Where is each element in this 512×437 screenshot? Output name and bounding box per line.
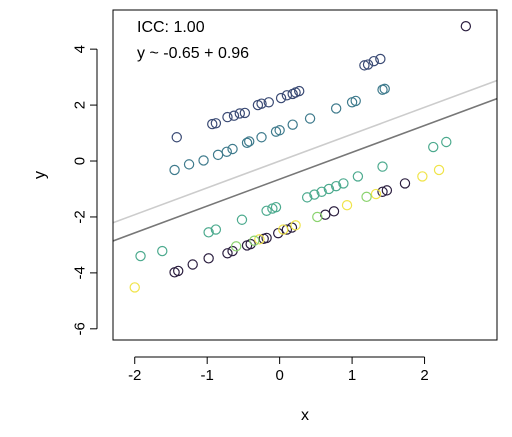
- data-point: [352, 171, 364, 182]
- data-point: [320, 209, 331, 220]
- data-point: [169, 164, 180, 176]
- icc-annotation: ICC: 1.00: [137, 19, 205, 36]
- data-point: [228, 110, 240, 121]
- data-point: [377, 186, 388, 197]
- data-point: [203, 227, 214, 238]
- data-point: [210, 118, 222, 129]
- data-point: [157, 245, 168, 257]
- data-point: [244, 136, 255, 147]
- data-point: [249, 235, 260, 246]
- data-point: [433, 164, 445, 176]
- data-point: [230, 241, 242, 252]
- data-point: [239, 107, 251, 119]
- x-axis-label: x: [301, 407, 309, 424]
- data-point: [135, 250, 146, 262]
- data-point: [173, 265, 184, 277]
- x-tick-label: -1: [201, 367, 214, 384]
- data-point: [241, 137, 253, 149]
- data-point: [274, 125, 285, 136]
- data-point: [275, 92, 287, 104]
- data-point: [187, 259, 198, 270]
- data-point: [281, 224, 293, 235]
- data-point: [428, 141, 439, 153]
- data-point: [375, 53, 386, 65]
- data-point: [203, 253, 214, 264]
- data-point: [281, 90, 293, 101]
- data-point: [417, 171, 428, 182]
- data-point: [370, 188, 382, 200]
- data-point: [379, 83, 390, 95]
- data-point: [377, 161, 388, 172]
- data-point: [278, 224, 289, 235]
- data-point: [362, 59, 374, 70]
- data-point: [381, 185, 393, 196]
- data-point: [304, 113, 316, 124]
- data-point: [287, 119, 298, 130]
- x-axis: -2 -1 0 1 2: [128, 356, 429, 384]
- data-point: [212, 149, 224, 161]
- y-tick-label: -2: [72, 210, 89, 223]
- data-point: [368, 55, 380, 67]
- data-point: [256, 98, 267, 109]
- data-point: [350, 95, 361, 107]
- data-point: [460, 21, 472, 32]
- y-axis: -6 -4 -2 0 2 4: [72, 45, 98, 335]
- data-point: [338, 178, 349, 189]
- data-point: [312, 211, 323, 223]
- data-point: [221, 146, 232, 157]
- model-annotation: y ~ -0.65 + 0.96: [137, 45, 249, 62]
- data-point: [207, 118, 218, 130]
- data-point: [234, 108, 245, 119]
- data-point: [261, 205, 272, 216]
- y-tick-label: -6: [72, 322, 89, 335]
- data-point: [330, 180, 342, 192]
- data-point: [290, 220, 301, 231]
- data-point: [316, 186, 327, 197]
- x-tick-label: 1: [348, 367, 356, 384]
- x-tick-label: 0: [275, 367, 283, 384]
- data-point: [256, 132, 267, 143]
- fit-line-0: [113, 97, 497, 242]
- data-point: [270, 201, 282, 213]
- data-point: [294, 85, 305, 97]
- data-point: [245, 238, 256, 250]
- y-tick-label: 4: [72, 45, 89, 53]
- data-point: [441, 136, 452, 148]
- fit-line-1: [113, 79, 497, 224]
- data-point: [198, 155, 209, 166]
- data-point: [222, 248, 233, 259]
- x-tick-label: 2: [420, 367, 428, 384]
- x-tick-label: -2: [128, 367, 141, 384]
- data-point: [361, 191, 372, 203]
- data-point: [399, 178, 411, 189]
- data-point: [227, 143, 238, 155]
- data-point: [236, 214, 248, 225]
- data-point: [359, 60, 370, 71]
- data-point: [261, 232, 272, 244]
- points-layer: [129, 21, 472, 293]
- y-tick-label: 2: [72, 101, 89, 109]
- data-point: [263, 97, 274, 108]
- data-point: [328, 206, 340, 217]
- plot-frame: [112, 9, 498, 341]
- data-point: [309, 189, 320, 200]
- data-point: [183, 159, 195, 170]
- data-point: [330, 103, 342, 114]
- data-point: [341, 200, 353, 211]
- y-tick-label: -4: [72, 266, 89, 279]
- data-point: [129, 282, 140, 293]
- data-point: [171, 132, 182, 143]
- y-axis-label: y: [32, 171, 49, 179]
- data-point: [254, 234, 265, 245]
- fit-lines-layer: [113, 79, 497, 242]
- data-point: [222, 111, 233, 123]
- data-point: [210, 224, 222, 235]
- y-tick-label: 0: [72, 157, 89, 165]
- data-point: [301, 192, 313, 203]
- data-point: [323, 183, 335, 195]
